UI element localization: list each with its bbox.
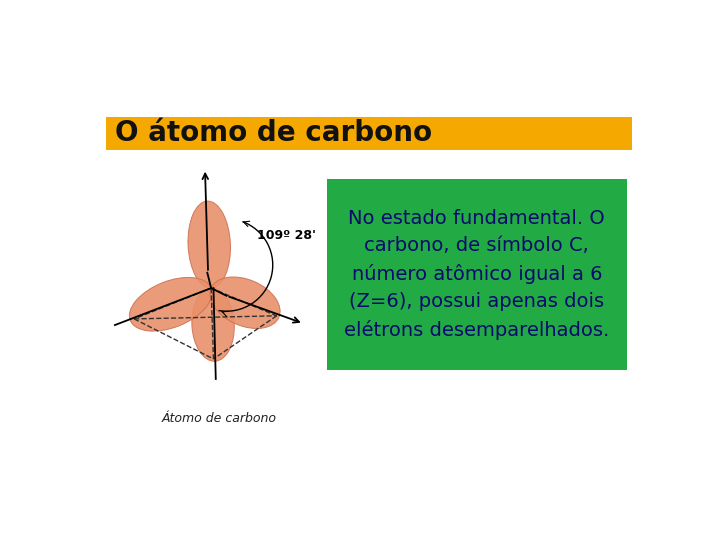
Text: 109º 28': 109º 28': [257, 230, 316, 242]
FancyBboxPatch shape: [106, 117, 632, 150]
Ellipse shape: [210, 277, 280, 328]
Text: Átomo de carbono: Átomo de carbono: [161, 413, 276, 426]
Ellipse shape: [192, 288, 234, 361]
Text: No estado fundamental. O
carbono, de símbolo C,
número atômico igual a 6
(Z=6), : No estado fundamental. O carbono, de sím…: [344, 208, 609, 340]
Ellipse shape: [130, 278, 212, 331]
Text: O átomo de carbono: O átomo de carbono: [115, 119, 432, 147]
Ellipse shape: [188, 201, 230, 288]
FancyBboxPatch shape: [327, 179, 627, 370]
